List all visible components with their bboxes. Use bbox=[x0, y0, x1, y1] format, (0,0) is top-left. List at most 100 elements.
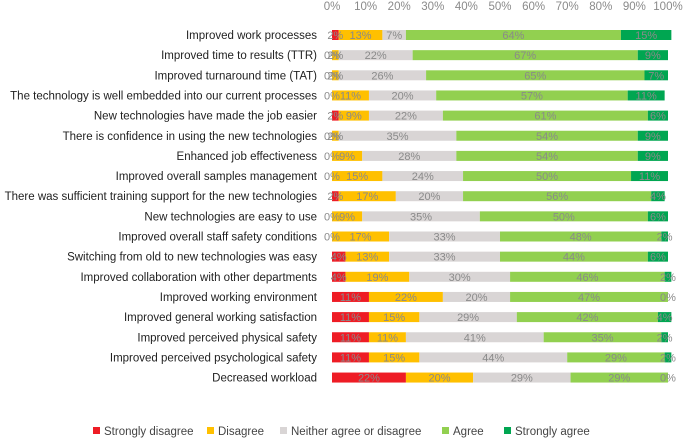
data-label: 2% bbox=[327, 131, 343, 143]
category-label: There was sufficient training support fo… bbox=[5, 191, 318, 203]
legend-swatch bbox=[504, 427, 511, 434]
bar-segment bbox=[332, 171, 383, 182]
bar-segment bbox=[332, 352, 369, 363]
data-label: 11% bbox=[340, 352, 361, 364]
data-label: 9% bbox=[645, 151, 661, 163]
bar-segment bbox=[332, 130, 339, 141]
data-label: 28% bbox=[398, 151, 420, 163]
data-label: 0% bbox=[324, 171, 340, 183]
x-tick-label: 30% bbox=[421, 1, 444, 13]
data-label: 2% bbox=[660, 352, 676, 364]
bar-segment bbox=[332, 30, 339, 40]
bar-segment bbox=[510, 291, 668, 302]
legend-label: Agree bbox=[453, 426, 484, 438]
legend-swatch bbox=[442, 427, 449, 434]
data-label: 15% bbox=[383, 352, 405, 364]
data-label: 11% bbox=[340, 292, 361, 304]
bar-segment bbox=[332, 70, 339, 81]
data-label: 2% bbox=[657, 332, 673, 344]
data-label: 0% bbox=[324, 70, 340, 82]
category-label: Improved turnaround time (TAT) bbox=[154, 70, 317, 82]
legend-label: Neither agree or disagree bbox=[291, 426, 421, 438]
bar-segment bbox=[479, 211, 648, 222]
bar-segment bbox=[647, 211, 668, 222]
bar-segment bbox=[631, 171, 668, 182]
bar-segment bbox=[338, 30, 383, 40]
bar-segment bbox=[368, 332, 406, 343]
x-tick-label: 100% bbox=[653, 1, 682, 13]
data-label: 4% bbox=[657, 312, 673, 324]
data-label: 4% bbox=[331, 252, 347, 264]
bar-segment bbox=[661, 231, 668, 242]
bar-segment bbox=[405, 372, 474, 383]
bar-segment bbox=[647, 110, 668, 121]
category-label: Enhanced job effectiveness bbox=[177, 151, 318, 163]
bar-segment bbox=[368, 291, 443, 302]
bar-segment bbox=[368, 110, 443, 121]
x-tick-label: 40% bbox=[455, 1, 478, 13]
bar-segment bbox=[456, 130, 638, 141]
data-label: 61% bbox=[534, 111, 556, 123]
category-label: New technologies have made the job easie… bbox=[94, 111, 317, 123]
data-label: 9% bbox=[645, 50, 661, 62]
data-label: 7% bbox=[648, 70, 664, 82]
bar-segment bbox=[442, 291, 511, 302]
data-label: 42% bbox=[576, 312, 598, 324]
segment-labels: 2% 13% 7% 64% 15%0%2% 22% 67% 9%0%2% 26% 65% 7%0% 1… bbox=[324, 30, 676, 385]
bar-segment bbox=[382, 171, 464, 182]
bar-segment bbox=[637, 150, 668, 161]
bar-segment bbox=[332, 150, 363, 161]
bar-segment bbox=[442, 110, 648, 121]
bar-segment bbox=[570, 372, 668, 383]
data-label: 30% bbox=[449, 272, 471, 284]
bar-segment bbox=[332, 332, 369, 343]
data-label: 15% bbox=[635, 30, 657, 42]
category-label: Improved overall samples management bbox=[116, 171, 318, 183]
data-label: 11% bbox=[377, 332, 398, 344]
data-label: 26% bbox=[371, 70, 393, 82]
category-labels: Improved work processes Improved time to … bbox=[5, 30, 318, 385]
data-label: 0% bbox=[324, 211, 340, 223]
data-label: 29% bbox=[605, 352, 627, 364]
data-label: 9% bbox=[339, 151, 355, 163]
bar-segment bbox=[567, 352, 665, 363]
data-label: 0% bbox=[660, 292, 676, 304]
bar-segment bbox=[664, 352, 672, 363]
bar-segment bbox=[382, 30, 406, 40]
data-label: 2% bbox=[327, 30, 343, 42]
data-label: 57% bbox=[521, 90, 543, 102]
bar-segment bbox=[657, 312, 672, 323]
x-tick-label: 70% bbox=[556, 1, 579, 13]
bar-segment bbox=[345, 271, 410, 282]
bar-segment bbox=[473, 372, 571, 383]
bar-segment bbox=[332, 372, 406, 383]
data-label: 11% bbox=[340, 90, 361, 102]
category-label: Improved collaboration with other depart… bbox=[80, 272, 317, 284]
data-label: 41% bbox=[464, 332, 486, 344]
bar-segment bbox=[405, 30, 621, 40]
category-label: Improved perceived physical safety bbox=[137, 332, 317, 344]
data-label: 50% bbox=[553, 211, 575, 223]
data-label: 20% bbox=[429, 373, 451, 385]
legend-label: Strongly disagree bbox=[104, 426, 194, 438]
bar-segment bbox=[332, 90, 369, 101]
bar-segment bbox=[362, 211, 480, 222]
bar-segment bbox=[338, 110, 369, 121]
bar-segment bbox=[332, 231, 390, 242]
category-label: Improved work processes bbox=[186, 30, 317, 42]
bar-segment bbox=[647, 251, 668, 262]
data-label: 22% bbox=[365, 50, 387, 62]
category-label: The technology is well embedded into our… bbox=[10, 90, 317, 102]
bar-segment bbox=[332, 211, 363, 222]
data-label: 33% bbox=[434, 252, 456, 264]
bar-segment bbox=[332, 291, 369, 302]
legend-swatch bbox=[280, 427, 287, 434]
data-label: 6% bbox=[650, 211, 666, 223]
data-label: 20% bbox=[392, 90, 414, 102]
data-label: 9% bbox=[339, 211, 355, 223]
data-label: 6% bbox=[650, 111, 666, 123]
bar-segment bbox=[338, 70, 427, 81]
x-tick-label: 90% bbox=[623, 1, 646, 13]
data-label: 65% bbox=[524, 70, 546, 82]
